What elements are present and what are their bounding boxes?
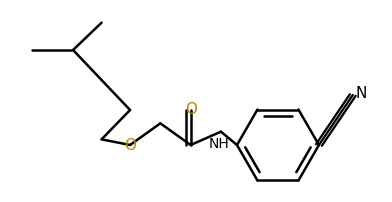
Text: NH: NH bbox=[209, 137, 229, 151]
Text: O: O bbox=[124, 138, 136, 153]
Text: O: O bbox=[185, 102, 197, 118]
Text: N: N bbox=[355, 85, 367, 101]
